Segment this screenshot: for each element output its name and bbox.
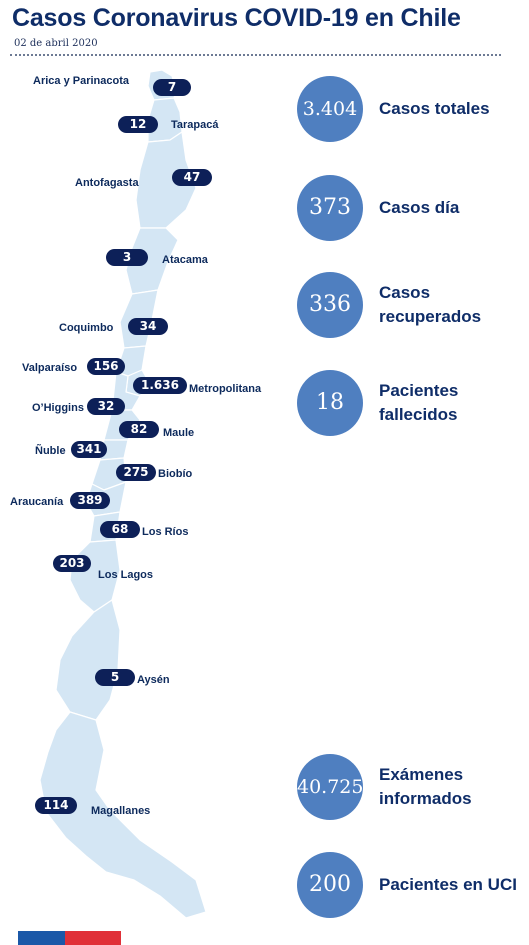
stat-label: Casos totales bbox=[379, 99, 490, 118]
region-badge-ohiggins: 32 bbox=[87, 398, 125, 415]
region-label-biobio: Biobío bbox=[158, 468, 193, 480]
stat-value: 40.725 bbox=[297, 754, 363, 820]
stat-value: 18 bbox=[297, 370, 363, 436]
region-badge-coquimbo: 34 bbox=[128, 318, 168, 335]
flag-bar-red bbox=[65, 931, 121, 945]
region-label-metropolitana: Metropolitana bbox=[189, 383, 262, 395]
stat-label: Exámenes informados bbox=[379, 765, 472, 808]
region-badge-aysen: 5 bbox=[95, 669, 135, 686]
region-badge-araucania: 389 bbox=[70, 492, 110, 509]
page-title: Casos Coronavirus COVID-19 en Chile bbox=[12, 4, 461, 32]
region-badge-magallanes: 114 bbox=[35, 797, 77, 814]
region-badge-metropolitana: 1.636 bbox=[133, 377, 187, 394]
region-label-magallanes: Magallanes bbox=[91, 805, 151, 817]
region-shape-magallanes bbox=[39, 711, 207, 919]
region-badge-nuble: 341 bbox=[71, 441, 107, 458]
region-label-ohiggins: O’Higgins bbox=[32, 402, 84, 414]
region-badge-maule: 82 bbox=[119, 421, 159, 438]
region-badge-biobio: 275 bbox=[116, 464, 156, 481]
region-label-tarapaca: Tarapacá bbox=[171, 119, 219, 131]
region-badge-arica: 7 bbox=[153, 79, 191, 96]
stat-value: 200 bbox=[297, 852, 363, 918]
region-shape-antofagasta bbox=[135, 131, 197, 229]
region-label-aysen: Aysén bbox=[137, 674, 170, 686]
region-label-loslagos: Los Lagos bbox=[98, 569, 154, 581]
region-label-coquimbo: Coquimbo bbox=[59, 322, 114, 334]
region-label-valparaiso: Valparaíso bbox=[22, 362, 78, 374]
region-badge-atacama: 3 bbox=[106, 249, 148, 266]
stat-examenes-informados: 40.725 Exámenes informados bbox=[297, 754, 517, 824]
stat-value: 3.404 bbox=[297, 76, 363, 142]
region-label-nuble: Ñuble bbox=[35, 445, 66, 457]
region-label-losrios: Los Ríos bbox=[142, 526, 189, 538]
report-date: 02 de abril 2020 bbox=[14, 38, 98, 49]
region-label-atacama: Atacama bbox=[162, 254, 208, 266]
stat-casos-recuperados: 336 Casos recuperados bbox=[297, 272, 517, 342]
region-badge-loslagos: 203 bbox=[53, 555, 91, 572]
stat-casos-dia: 373 Casos día bbox=[297, 175, 517, 245]
region-shape-aysen bbox=[55, 599, 121, 721]
region-label-antofagasta: Antofagasta bbox=[75, 177, 139, 189]
stat-label: Pacientes fallecidos bbox=[379, 381, 459, 424]
stat-label: Casos recuperados bbox=[379, 283, 482, 326]
region-badge-antofagasta: 47 bbox=[172, 169, 212, 186]
flag-bar-blue bbox=[18, 931, 65, 945]
stat-pacientes-fallecidos: 18 Pacientes fallecidos bbox=[297, 370, 517, 440]
region-label-maule: Maule bbox=[163, 427, 195, 439]
stat-casos-totales: 3.404 Casos totales bbox=[297, 76, 517, 146]
region-label-araucania: Araucanía bbox=[10, 496, 64, 508]
stat-value: 373 bbox=[297, 175, 363, 241]
region-label-arica: Arica y Parinacota bbox=[33, 75, 129, 87]
stat-label: Pacientes en UCI bbox=[379, 875, 517, 894]
stat-label: Casos día bbox=[379, 198, 460, 217]
region-badge-losrios: 68 bbox=[100, 521, 140, 538]
region-badge-tarapaca: 12 bbox=[118, 116, 158, 133]
dotted-divider bbox=[10, 54, 501, 56]
stat-pacientes-uci: 200 Pacientes en UCI bbox=[297, 852, 517, 922]
stat-value: 336 bbox=[297, 272, 363, 338]
region-badge-valparaiso: 156 bbox=[87, 358, 125, 375]
